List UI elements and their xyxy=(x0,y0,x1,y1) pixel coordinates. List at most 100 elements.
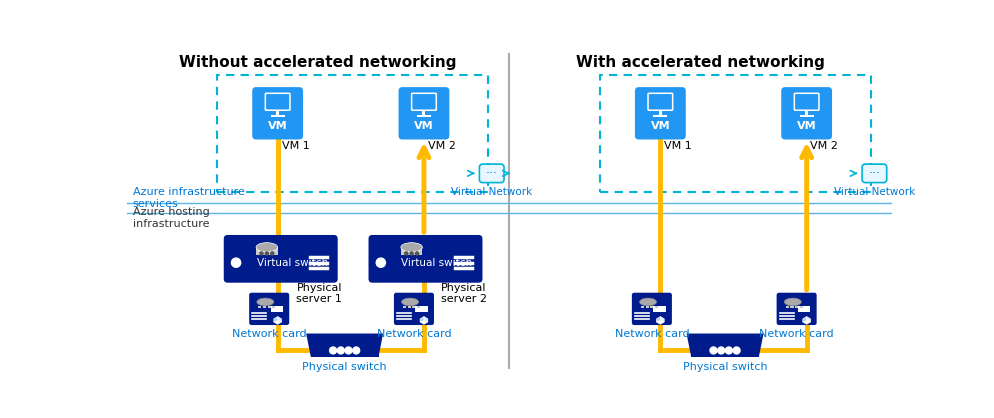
Circle shape xyxy=(734,347,741,354)
FancyBboxPatch shape xyxy=(224,235,338,283)
FancyBboxPatch shape xyxy=(249,293,289,325)
Polygon shape xyxy=(656,321,664,324)
Text: Azure infrastructure
services: Azure infrastructure services xyxy=(133,187,245,209)
Bar xyxy=(650,306,653,308)
FancyBboxPatch shape xyxy=(795,94,818,110)
FancyBboxPatch shape xyxy=(781,87,832,140)
FancyBboxPatch shape xyxy=(394,293,434,325)
Text: Azure hosting
infrastructure: Azure hosting infrastructure xyxy=(133,207,210,229)
Text: Physical
server 2: Physical server 2 xyxy=(441,283,487,304)
FancyBboxPatch shape xyxy=(647,92,674,111)
Ellipse shape xyxy=(784,298,801,306)
Text: Network card: Network card xyxy=(759,329,834,339)
Text: VM 2: VM 2 xyxy=(810,141,838,151)
Text: Network card: Network card xyxy=(614,329,689,339)
Polygon shape xyxy=(420,321,427,324)
Circle shape xyxy=(265,252,268,255)
Circle shape xyxy=(232,258,241,267)
Ellipse shape xyxy=(401,243,422,252)
Bar xyxy=(653,306,666,312)
FancyBboxPatch shape xyxy=(399,87,449,140)
Bar xyxy=(790,306,793,308)
FancyBboxPatch shape xyxy=(369,235,482,283)
Text: Physical switch: Physical switch xyxy=(683,362,767,372)
Text: ···: ··· xyxy=(486,167,498,180)
Ellipse shape xyxy=(402,298,418,306)
Circle shape xyxy=(710,347,717,354)
Text: VM 2: VM 2 xyxy=(427,141,455,151)
Bar xyxy=(655,306,658,308)
Text: Physical switch: Physical switch xyxy=(302,362,387,372)
Bar xyxy=(270,306,283,312)
Circle shape xyxy=(270,252,273,255)
Bar xyxy=(417,306,420,308)
Bar xyxy=(653,115,667,117)
Bar xyxy=(415,306,427,312)
Bar xyxy=(272,306,275,308)
FancyBboxPatch shape xyxy=(793,92,820,111)
Text: Virtual Network: Virtual Network xyxy=(834,187,915,197)
Bar xyxy=(659,111,662,115)
Ellipse shape xyxy=(256,243,277,252)
Polygon shape xyxy=(306,334,383,357)
Text: VM: VM xyxy=(650,121,670,130)
Bar xyxy=(646,306,649,308)
Polygon shape xyxy=(420,316,424,322)
Text: ···: ··· xyxy=(869,167,881,180)
FancyBboxPatch shape xyxy=(632,293,672,325)
Text: Network card: Network card xyxy=(232,329,306,339)
Text: Without accelerated networking: Without accelerated networking xyxy=(179,55,456,70)
Polygon shape xyxy=(656,316,660,322)
Text: Virtual switch: Virtual switch xyxy=(402,257,472,268)
Bar xyxy=(786,306,789,308)
Bar xyxy=(217,75,488,192)
Circle shape xyxy=(260,252,263,255)
Polygon shape xyxy=(277,316,281,322)
Bar xyxy=(311,345,379,357)
Bar xyxy=(641,306,644,308)
Text: VM 1: VM 1 xyxy=(664,141,692,151)
Bar xyxy=(795,306,798,308)
Bar xyxy=(805,111,808,115)
Bar xyxy=(256,247,277,255)
Polygon shape xyxy=(660,316,664,322)
Polygon shape xyxy=(803,321,810,324)
Bar xyxy=(800,115,813,117)
Bar xyxy=(401,247,422,255)
FancyBboxPatch shape xyxy=(411,92,437,111)
Circle shape xyxy=(330,347,337,354)
FancyBboxPatch shape xyxy=(862,164,887,183)
FancyBboxPatch shape xyxy=(649,94,672,110)
Text: Physical
server 1: Physical server 1 xyxy=(296,283,342,304)
Bar xyxy=(691,345,758,357)
Polygon shape xyxy=(424,316,427,322)
Polygon shape xyxy=(803,316,807,322)
Ellipse shape xyxy=(256,298,273,306)
Text: Network card: Network card xyxy=(377,329,451,339)
FancyBboxPatch shape xyxy=(776,293,817,325)
Bar xyxy=(276,111,279,115)
Polygon shape xyxy=(687,334,763,357)
Circle shape xyxy=(411,252,414,255)
FancyBboxPatch shape xyxy=(413,94,435,110)
FancyBboxPatch shape xyxy=(266,94,289,110)
Bar xyxy=(800,306,803,308)
Circle shape xyxy=(726,347,733,354)
Bar xyxy=(267,306,270,308)
Circle shape xyxy=(345,347,352,354)
Polygon shape xyxy=(273,316,277,322)
FancyBboxPatch shape xyxy=(264,92,291,111)
Text: VM: VM xyxy=(414,121,433,130)
FancyBboxPatch shape xyxy=(635,87,686,140)
Bar xyxy=(417,115,430,117)
Circle shape xyxy=(337,347,344,354)
Bar xyxy=(413,306,415,308)
Text: VM: VM xyxy=(797,121,816,130)
Bar xyxy=(408,306,411,308)
Ellipse shape xyxy=(639,298,656,306)
Polygon shape xyxy=(273,321,281,324)
Text: Virtual Network: Virtual Network xyxy=(451,187,533,197)
FancyBboxPatch shape xyxy=(479,164,504,183)
Text: VM 1: VM 1 xyxy=(281,141,309,151)
Circle shape xyxy=(353,347,360,354)
